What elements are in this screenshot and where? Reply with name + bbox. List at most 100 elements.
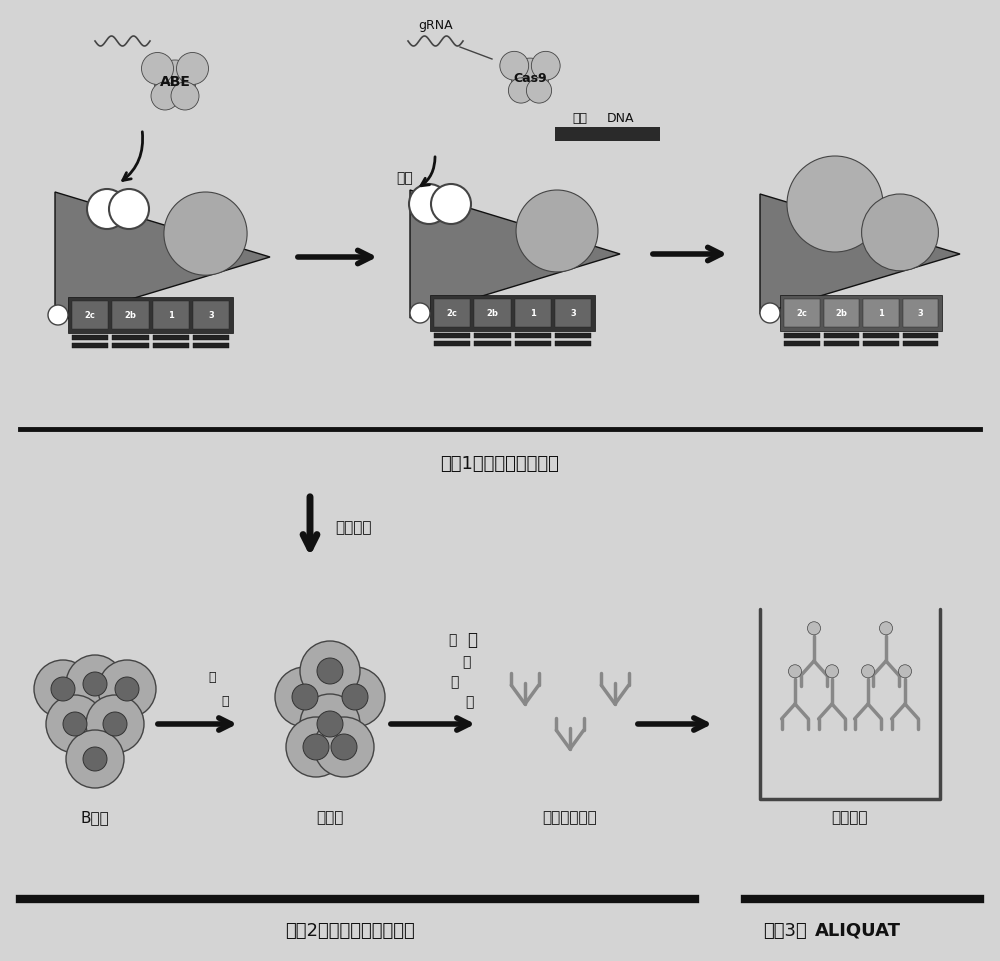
Text: 3: 3 — [570, 309, 576, 318]
Circle shape — [66, 655, 124, 713]
Text: 阶段1：小鼠基因组工程: 阶段1：小鼠基因组工程 — [441, 455, 559, 473]
Polygon shape — [760, 195, 960, 314]
Circle shape — [171, 83, 199, 111]
Bar — [474, 300, 511, 328]
Circle shape — [825, 665, 839, 678]
Bar — [514, 342, 551, 347]
Text: DNA: DNA — [607, 111, 635, 124]
Text: ALIQUAT: ALIQUAT — [815, 921, 901, 939]
Circle shape — [154, 61, 196, 103]
Bar — [72, 344, 108, 349]
Bar — [474, 333, 511, 338]
Circle shape — [898, 665, 912, 678]
Circle shape — [142, 54, 174, 86]
Bar — [784, 333, 820, 338]
Bar — [68, 298, 233, 333]
Circle shape — [98, 660, 156, 718]
Text: 1: 1 — [530, 309, 536, 318]
Circle shape — [508, 79, 534, 104]
Bar — [112, 302, 149, 330]
Circle shape — [86, 695, 144, 753]
Text: 免疫接种: 免疫接种 — [335, 520, 372, 535]
Bar — [193, 344, 229, 349]
Text: 3: 3 — [208, 311, 214, 320]
Circle shape — [314, 717, 374, 777]
Bar — [153, 302, 189, 330]
Text: 养: 养 — [462, 654, 470, 668]
Circle shape — [862, 195, 938, 272]
Bar — [784, 342, 820, 347]
Bar — [824, 333, 859, 338]
Text: gRNA: gRNA — [419, 19, 453, 32]
Bar — [863, 342, 898, 347]
Text: 阶段3：: 阶段3： — [763, 921, 807, 939]
Circle shape — [87, 190, 127, 230]
Text: 阶段2：无糖基化抗体产生: 阶段2：无糖基化抗体产生 — [285, 921, 415, 939]
Text: 3: 3 — [917, 309, 923, 318]
Circle shape — [331, 734, 357, 760]
Polygon shape — [410, 191, 620, 319]
Bar — [193, 302, 229, 330]
Circle shape — [286, 717, 346, 777]
Circle shape — [34, 660, 92, 718]
Text: 供体: 供体 — [572, 111, 587, 124]
Bar — [153, 344, 189, 349]
Bar — [555, 300, 591, 328]
Bar — [863, 300, 898, 328]
Text: 2c: 2c — [447, 309, 458, 318]
Circle shape — [300, 694, 360, 754]
Circle shape — [46, 695, 104, 753]
Circle shape — [164, 193, 247, 276]
Circle shape — [431, 185, 471, 225]
Bar — [902, 342, 938, 347]
Bar — [434, 333, 470, 338]
Bar — [902, 300, 938, 328]
Circle shape — [409, 185, 449, 225]
Circle shape — [879, 622, 893, 635]
Bar — [824, 342, 859, 347]
Circle shape — [342, 684, 368, 710]
Circle shape — [410, 304, 430, 324]
Text: 化: 化 — [465, 694, 473, 708]
Circle shape — [500, 52, 529, 81]
Bar — [474, 342, 511, 347]
Circle shape — [63, 712, 87, 736]
Circle shape — [151, 83, 179, 111]
Circle shape — [48, 306, 68, 326]
Circle shape — [292, 684, 318, 710]
Bar — [902, 333, 938, 338]
Circle shape — [531, 52, 560, 81]
Text: 纯: 纯 — [450, 675, 458, 688]
Bar — [555, 333, 591, 338]
Circle shape — [511, 59, 549, 97]
Circle shape — [109, 190, 149, 230]
Bar — [863, 333, 898, 338]
Bar — [112, 344, 149, 349]
Bar — [514, 333, 551, 338]
Circle shape — [300, 641, 360, 702]
Text: 、: 、 — [467, 630, 477, 649]
Text: ABE: ABE — [160, 75, 190, 89]
Text: Cas9: Cas9 — [513, 71, 547, 85]
Circle shape — [526, 79, 552, 104]
Bar — [780, 296, 942, 332]
Text: 2b: 2b — [124, 311, 136, 320]
Circle shape — [787, 157, 883, 253]
Circle shape — [516, 191, 598, 273]
Text: 2b: 2b — [486, 309, 498, 318]
Circle shape — [83, 748, 107, 771]
Bar — [430, 296, 595, 332]
Circle shape — [303, 734, 329, 760]
Circle shape — [103, 712, 127, 736]
Circle shape — [325, 667, 385, 727]
Text: 培: 培 — [448, 632, 456, 647]
Bar — [555, 128, 660, 142]
Text: 杂交瘤: 杂交瘤 — [316, 809, 344, 825]
Circle shape — [83, 673, 107, 697]
Bar — [72, 302, 108, 330]
Text: 2c: 2c — [85, 311, 96, 320]
Circle shape — [275, 667, 335, 727]
Circle shape — [317, 711, 343, 737]
Text: 2c: 2c — [796, 309, 807, 318]
Circle shape — [66, 730, 124, 788]
